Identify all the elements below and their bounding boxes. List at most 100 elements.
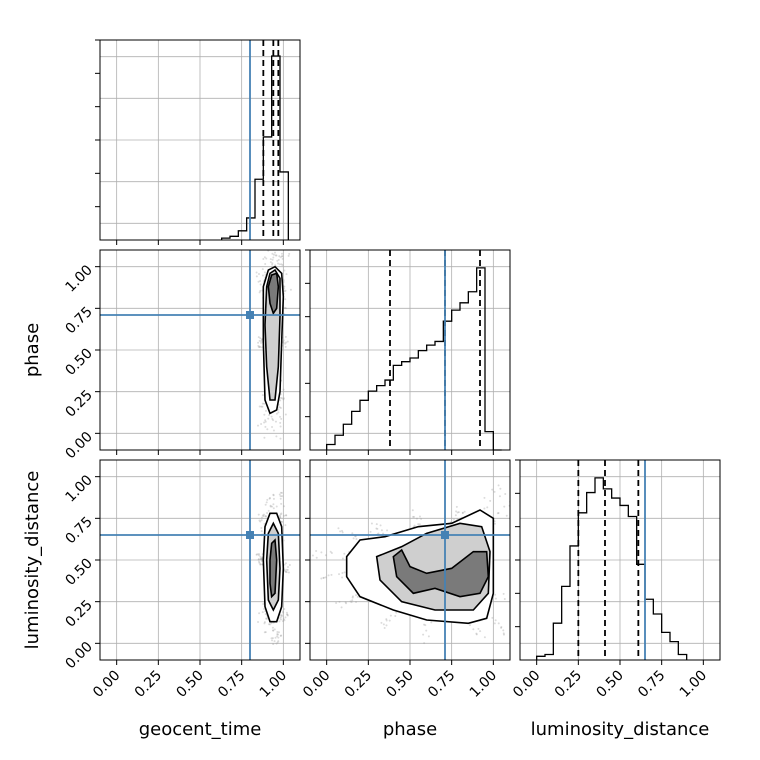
sample-point [338, 573, 341, 576]
sample-point [288, 563, 291, 566]
sample-point [257, 280, 260, 283]
sample-point [269, 261, 272, 264]
sample-point [258, 519, 261, 522]
sample-point [483, 496, 486, 499]
sample-point [511, 500, 513, 502]
sample-point [286, 340, 289, 343]
panel-frame [309, 249, 511, 451]
sample-point [280, 255, 283, 258]
sample-point [279, 516, 282, 519]
sample-point [383, 626, 386, 629]
sample-point [263, 436, 266, 439]
sample-point [494, 597, 497, 600]
sample-point [503, 598, 506, 601]
sample-point [345, 602, 348, 605]
sample-point [502, 633, 505, 636]
sample-point [259, 289, 262, 292]
sample-point [257, 558, 260, 561]
sample-point [260, 422, 263, 425]
sample-point [288, 252, 291, 255]
sample-point [491, 488, 494, 491]
sample-point [279, 495, 282, 498]
sample-point [272, 494, 275, 497]
sample-point [320, 577, 323, 580]
sample-point [516, 597, 518, 599]
x-tick-label: 0.75 [215, 668, 248, 701]
x-tick-label: 0.75 [425, 668, 458, 701]
x-tick-label: 1.00 [467, 668, 500, 701]
sample-point [271, 263, 274, 266]
sample-point [355, 594, 358, 597]
sample-point [268, 414, 271, 417]
x-tick-label: 0.00 [510, 668, 543, 701]
sample-point [281, 257, 284, 260]
sample-point [263, 256, 266, 259]
sample-point [263, 621, 266, 624]
sample-point [270, 622, 273, 625]
sample-point [279, 399, 282, 402]
sample-point [275, 244, 277, 246]
sample-point [280, 520, 283, 523]
sample-point [500, 626, 503, 629]
x-tick-label: 0.25 [552, 668, 585, 701]
sample-point [264, 503, 267, 506]
sample-point [266, 512, 269, 515]
grid [310, 250, 510, 450]
sample-point [280, 263, 283, 266]
sample-point [261, 556, 264, 559]
sample-point [284, 413, 287, 416]
sample-point [423, 623, 426, 626]
contour-level-1 [262, 512, 285, 623]
sample-point [284, 335, 287, 338]
sample-point [270, 415, 273, 418]
sample-point [352, 537, 355, 540]
sample-point [274, 245, 276, 247]
x-tick-label: 0.50 [593, 668, 626, 701]
sample-point [257, 346, 260, 349]
y-tick-label: 0.25 [62, 597, 95, 630]
sample-point [259, 563, 262, 566]
sample-point [341, 557, 344, 560]
sample-point [286, 566, 289, 569]
sample-point [271, 262, 274, 265]
sample-point [257, 336, 260, 339]
sample-point [272, 507, 275, 510]
sample-point [257, 552, 260, 555]
sample-point [260, 519, 263, 522]
sample-point [284, 570, 287, 573]
sample-point [335, 602, 338, 605]
sample-point [259, 555, 262, 558]
sample-point [376, 527, 379, 530]
sample-point [260, 405, 263, 408]
sample-point [499, 487, 502, 490]
histogram-geocent_time [221, 55, 289, 240]
sample-point [261, 611, 264, 614]
sample-point [262, 257, 265, 260]
sample-point [418, 523, 421, 526]
sample-point [280, 634, 283, 637]
sample-point [264, 419, 267, 422]
sample-point [265, 617, 268, 620]
x-tick-label: 0.25 [342, 668, 375, 701]
sample-point [258, 339, 261, 342]
sample-point [493, 490, 496, 493]
sample-point [311, 554, 314, 557]
sample-point [279, 396, 282, 399]
histogram-phase [326, 267, 502, 451]
sample-point [264, 425, 267, 428]
sample-point [260, 559, 263, 562]
sample-point [264, 613, 267, 616]
sample-point [269, 258, 272, 261]
sample-point [255, 275, 258, 278]
contour-level-1 [262, 265, 285, 415]
sample-point [261, 346, 264, 349]
sample-point [493, 622, 496, 625]
sample-point [351, 599, 354, 602]
sample-point [284, 616, 287, 619]
sample-point [386, 529, 389, 532]
sample-point [351, 532, 354, 535]
sample-point [512, 509, 514, 511]
sample-point [271, 426, 274, 429]
sample-point [379, 524, 382, 527]
sample-point [420, 517, 423, 520]
